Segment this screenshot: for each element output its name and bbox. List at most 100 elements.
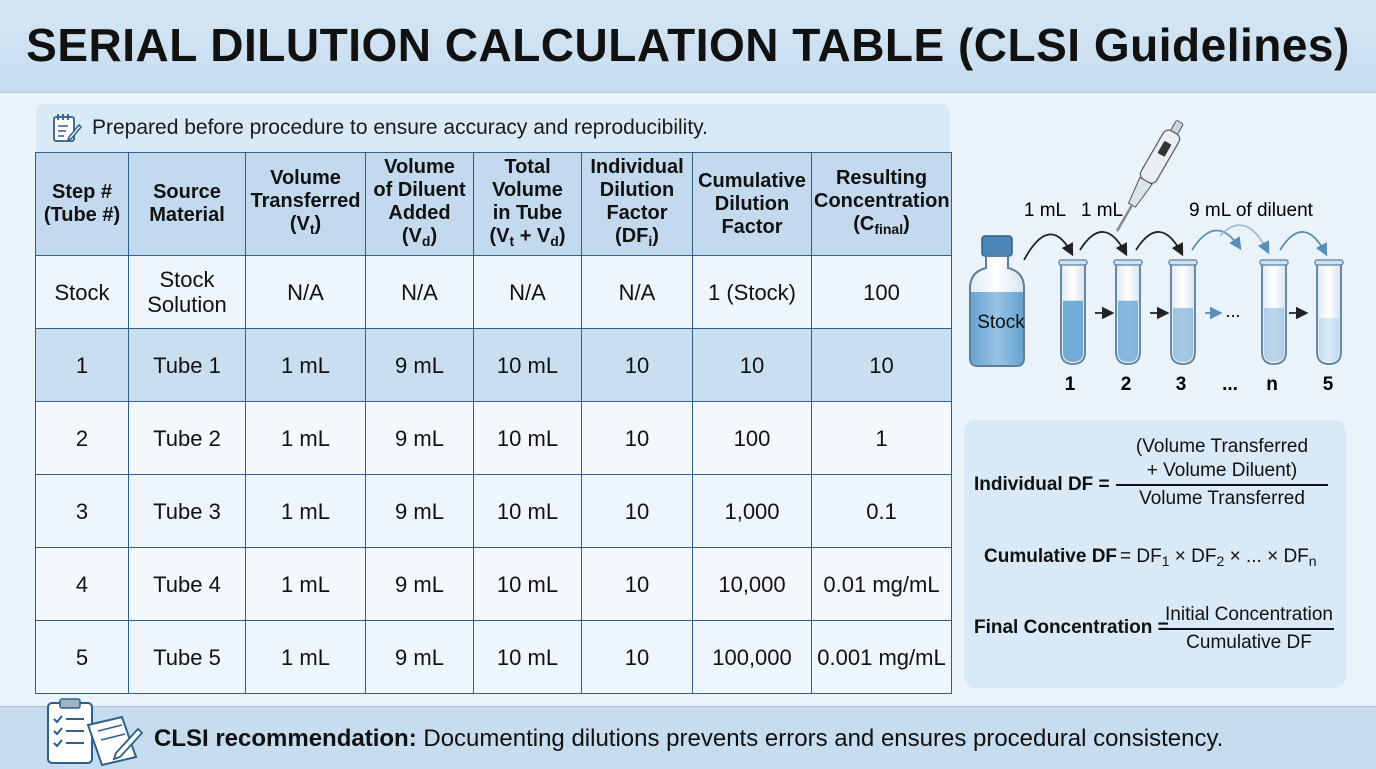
cell-concentration: 1 bbox=[811, 401, 952, 475]
cell-cumulative-df: 10 bbox=[692, 328, 812, 402]
cell-volume-transferred: 1 mL bbox=[245, 401, 366, 475]
cell-source: Stock Solution bbox=[128, 255, 246, 329]
table-body: Stock Stock Solution N/A N/A N/A N/A 1 (Stock) 1… bbox=[35, 255, 952, 694]
cell-volume-transferred: 1 mL bbox=[245, 474, 366, 548]
test-tube-icon bbox=[1168, 259, 1198, 365]
final-concentration-fraction-bar bbox=[1164, 628, 1334, 630]
header-individual-df: Individual Dilution Factor (DFi) bbox=[581, 152, 693, 256]
formula-panel: Individual DF = (Volume Transferred + Vo… bbox=[964, 420, 1346, 688]
title-banner: SERIAL DILUTION CALCULATION TABLE (CLSI … bbox=[0, 0, 1376, 93]
cell-total-volume: 10 mL bbox=[473, 474, 582, 548]
tube-label: 5 bbox=[1323, 374, 1334, 395]
cell-step: 3 bbox=[35, 474, 129, 548]
cell-volume-diluent: 9 mL bbox=[365, 547, 474, 621]
transfer-label-2: 1 mL bbox=[1081, 200, 1123, 221]
cell-cumulative-df: 1 (Stock) bbox=[692, 255, 812, 329]
tube-label: ... bbox=[1222, 374, 1238, 395]
cell-volume-transferred: N/A bbox=[245, 255, 366, 329]
preparation-note-text: Prepared before procedure to ensure accu… bbox=[92, 116, 708, 139]
individual-df-numerator-1: (Volume Transferred bbox=[1135, 436, 1309, 457]
cumulative-df-formula: = DF1 × DF2 × ... × DFn bbox=[1120, 546, 1317, 569]
cell-volume-diluent: 9 mL bbox=[365, 401, 474, 475]
header-resulting-concentration: Resulting Concentration (Cfinal) bbox=[811, 152, 952, 256]
final-concentration-label: Final Concentration = bbox=[974, 617, 1169, 638]
flow-ellipsis: ... bbox=[1225, 301, 1240, 321]
final-concentration-numerator: Initial Concentration bbox=[1165, 604, 1333, 625]
preparation-note: Prepared before procedure to ensure accu… bbox=[36, 104, 950, 152]
stock-bottle-icon bbox=[969, 235, 1025, 367]
test-tubes bbox=[1058, 259, 1344, 365]
header-volume-diluent: Volume of Diluent Added (Vd) bbox=[365, 152, 474, 256]
cell-step: 5 bbox=[35, 620, 129, 694]
recommendation-body: Documenting dilutions prevents errors an… bbox=[416, 725, 1224, 752]
cell-individual-df: 10 bbox=[581, 620, 693, 694]
test-tube-icon bbox=[1113, 259, 1143, 365]
cell-volume-diluent: N/A bbox=[365, 255, 474, 329]
cell-individual-df: 10 bbox=[581, 328, 693, 402]
cell-source: Tube 2 bbox=[128, 401, 246, 475]
cell-cumulative-df: 10,000 bbox=[692, 547, 812, 621]
transfer-arrow-3-to-ellipsis bbox=[1191, 229, 1242, 251]
final-concentration-denominator: Cumulative DF bbox=[1186, 632, 1312, 653]
test-tube-icon bbox=[1259, 259, 1289, 365]
cell-cumulative-df: 100,000 bbox=[692, 620, 812, 694]
individual-df-denominator: Volume Transferred bbox=[1139, 488, 1305, 509]
cell-source: Tube 4 bbox=[128, 547, 246, 621]
header-cumulative-df: Cumulative Dilution Factor bbox=[692, 152, 812, 256]
cell-total-volume: 10 mL bbox=[473, 328, 582, 402]
transfer-arrow-1-to-2 bbox=[1079, 231, 1128, 257]
cell-volume-diluent: 9 mL bbox=[365, 620, 474, 694]
cell-concentration: 0.001 mg/mL bbox=[811, 620, 952, 694]
recommendation-footer: CLSI recommendation: Documenting dilutio… bbox=[0, 698, 1376, 769]
transfer-arrow-n-to-5 bbox=[1279, 231, 1328, 257]
header-total-volume: Total Volume in Tube (Vt + Vd) bbox=[473, 152, 582, 256]
cell-concentration: 10 bbox=[811, 328, 952, 402]
table-header-row: Step # (Tube #) Source Material Volume Tran… bbox=[35, 152, 952, 256]
cell-step: 1 bbox=[35, 328, 129, 402]
cell-step: 4 bbox=[35, 547, 129, 621]
cell-volume-diluent: 9 mL bbox=[365, 474, 474, 548]
serial-dilution-table: Step # (Tube #) Source Material Volume Tran… bbox=[35, 152, 952, 694]
cell-cumulative-df: 100 bbox=[692, 401, 812, 475]
transfer-label-1: 1 mL bbox=[1024, 200, 1066, 221]
cell-step: Stock bbox=[35, 255, 129, 329]
cell-total-volume: N/A bbox=[473, 255, 582, 329]
cell-step: 2 bbox=[35, 401, 129, 475]
header-step: Step # (Tube #) bbox=[35, 152, 129, 256]
header-source-material: Source Material bbox=[128, 152, 246, 256]
cell-total-volume: 10 mL bbox=[473, 401, 582, 475]
cell-source: Tube 1 bbox=[128, 328, 246, 402]
stock-label: Stock bbox=[977, 312, 1025, 333]
cell-volume-transferred: 1 mL bbox=[245, 620, 366, 694]
recommendation-text: CLSI recommendation: Documenting dilutio… bbox=[154, 725, 1223, 753]
individual-df-label: Individual DF = bbox=[974, 474, 1110, 495]
test-tube-icon bbox=[1314, 259, 1344, 365]
tube-label: 1 bbox=[1065, 374, 1076, 395]
diluent-label: 9 mL of diluent bbox=[1189, 200, 1314, 221]
cell-total-volume: 10 mL bbox=[473, 620, 582, 694]
notepad-pencil-icon bbox=[53, 114, 82, 142]
cell-individual-df: N/A bbox=[581, 255, 693, 329]
page-title: SERIAL DILUTION CALCULATION TABLE (CLSI … bbox=[26, 19, 1350, 71]
cell-concentration: 0.1 bbox=[811, 474, 952, 548]
test-tube-icon bbox=[1058, 259, 1088, 365]
cell-individual-df: 10 bbox=[581, 547, 693, 621]
cell-volume-diluent: 9 mL bbox=[365, 328, 474, 402]
cell-volume-transferred: 1 mL bbox=[245, 328, 366, 402]
tube-label: 2 bbox=[1121, 374, 1132, 395]
cell-volume-transferred: 1 mL bbox=[245, 547, 366, 621]
transfer-arrow-stock-to-1 bbox=[1023, 233, 1074, 261]
cell-total-volume: 10 mL bbox=[473, 547, 582, 621]
cumulative-df-label: Cumulative DF bbox=[984, 546, 1118, 567]
table-row: Stock Stock Solution N/A N/A N/A N/A 1 (Stock) 1… bbox=[35, 255, 952, 329]
cell-source: Tube 3 bbox=[128, 474, 246, 548]
recommendation-bold: CLSI recommendation: bbox=[154, 725, 417, 752]
clipboard-checklist-icon bbox=[47, 698, 144, 767]
individual-df-fraction-bar bbox=[1116, 484, 1328, 486]
tube-label: n bbox=[1266, 374, 1278, 395]
